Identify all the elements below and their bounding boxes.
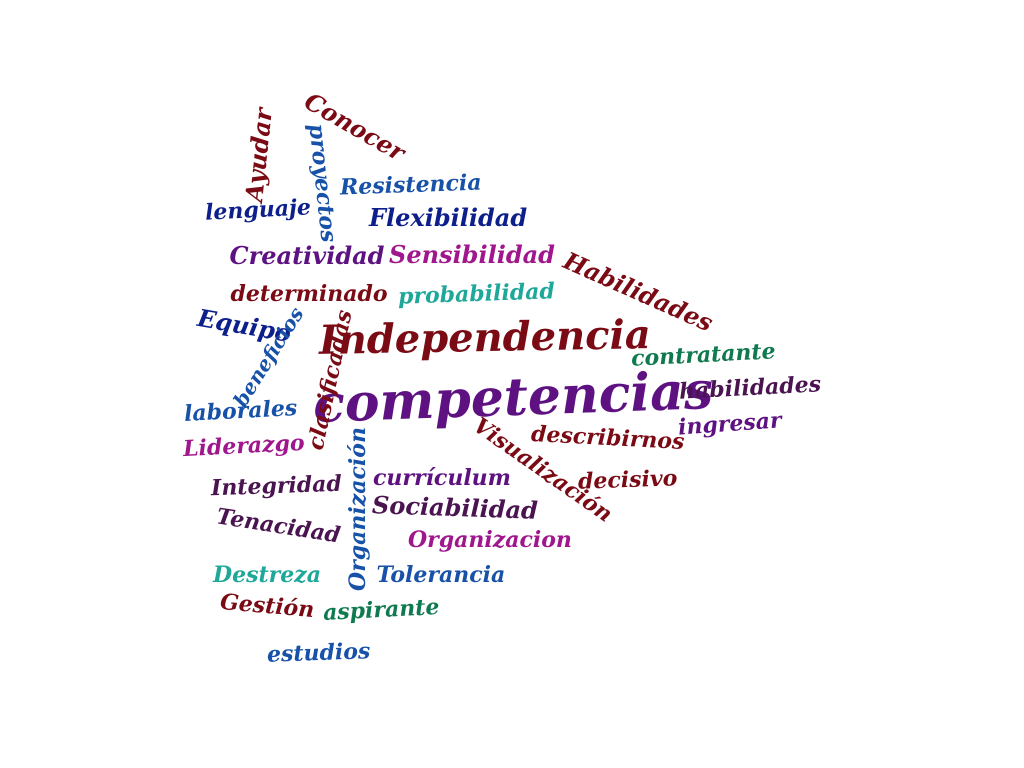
word-decisivo: decisivo xyxy=(577,465,678,495)
word-laborales: laborales xyxy=(182,395,298,427)
word-integridad: Integridad xyxy=(210,470,342,502)
word-gestion: Gestión xyxy=(219,588,316,624)
word-creatividad: Creatividad xyxy=(229,241,385,270)
word-resistencia: Resistencia xyxy=(339,169,482,201)
word-curriculum: currículum xyxy=(373,465,511,491)
word-tenacidad: Tenacidad xyxy=(214,503,342,549)
word-sociabilidad: Sociabilidad xyxy=(371,490,539,525)
word-probabilidad: probabilidad xyxy=(397,278,555,310)
word-organizacion-vertical: Organización xyxy=(344,427,371,591)
word-ayudar: Ayudar xyxy=(239,106,278,204)
word-sensibilidad: Sensibilidad xyxy=(389,240,555,269)
word-estudios: estudios xyxy=(266,638,371,668)
word-organizacion: Organizacion xyxy=(408,527,572,553)
word-proyectos: proyectos xyxy=(302,122,342,244)
word-tolerancia: Tolerancia xyxy=(376,562,506,588)
word-lenguaje: lenguaje xyxy=(204,194,312,226)
word-ingresar: ingresar xyxy=(677,407,783,441)
word-determinado: determinado xyxy=(230,281,388,307)
word-competencias: competencias xyxy=(312,360,715,435)
word-destreza: Destreza xyxy=(213,562,321,588)
word-contratante: contratante xyxy=(629,338,776,372)
word-habilidades-lower: habilidades xyxy=(678,371,822,405)
word-independencia: Independencia xyxy=(318,311,652,364)
word-liderazgo: Liderazgo xyxy=(182,429,306,463)
word-flexibilidad: Flexibilidad xyxy=(369,203,528,232)
word-describirnos: describirnos xyxy=(530,421,686,455)
word-aspirante: aspirante xyxy=(322,593,440,627)
